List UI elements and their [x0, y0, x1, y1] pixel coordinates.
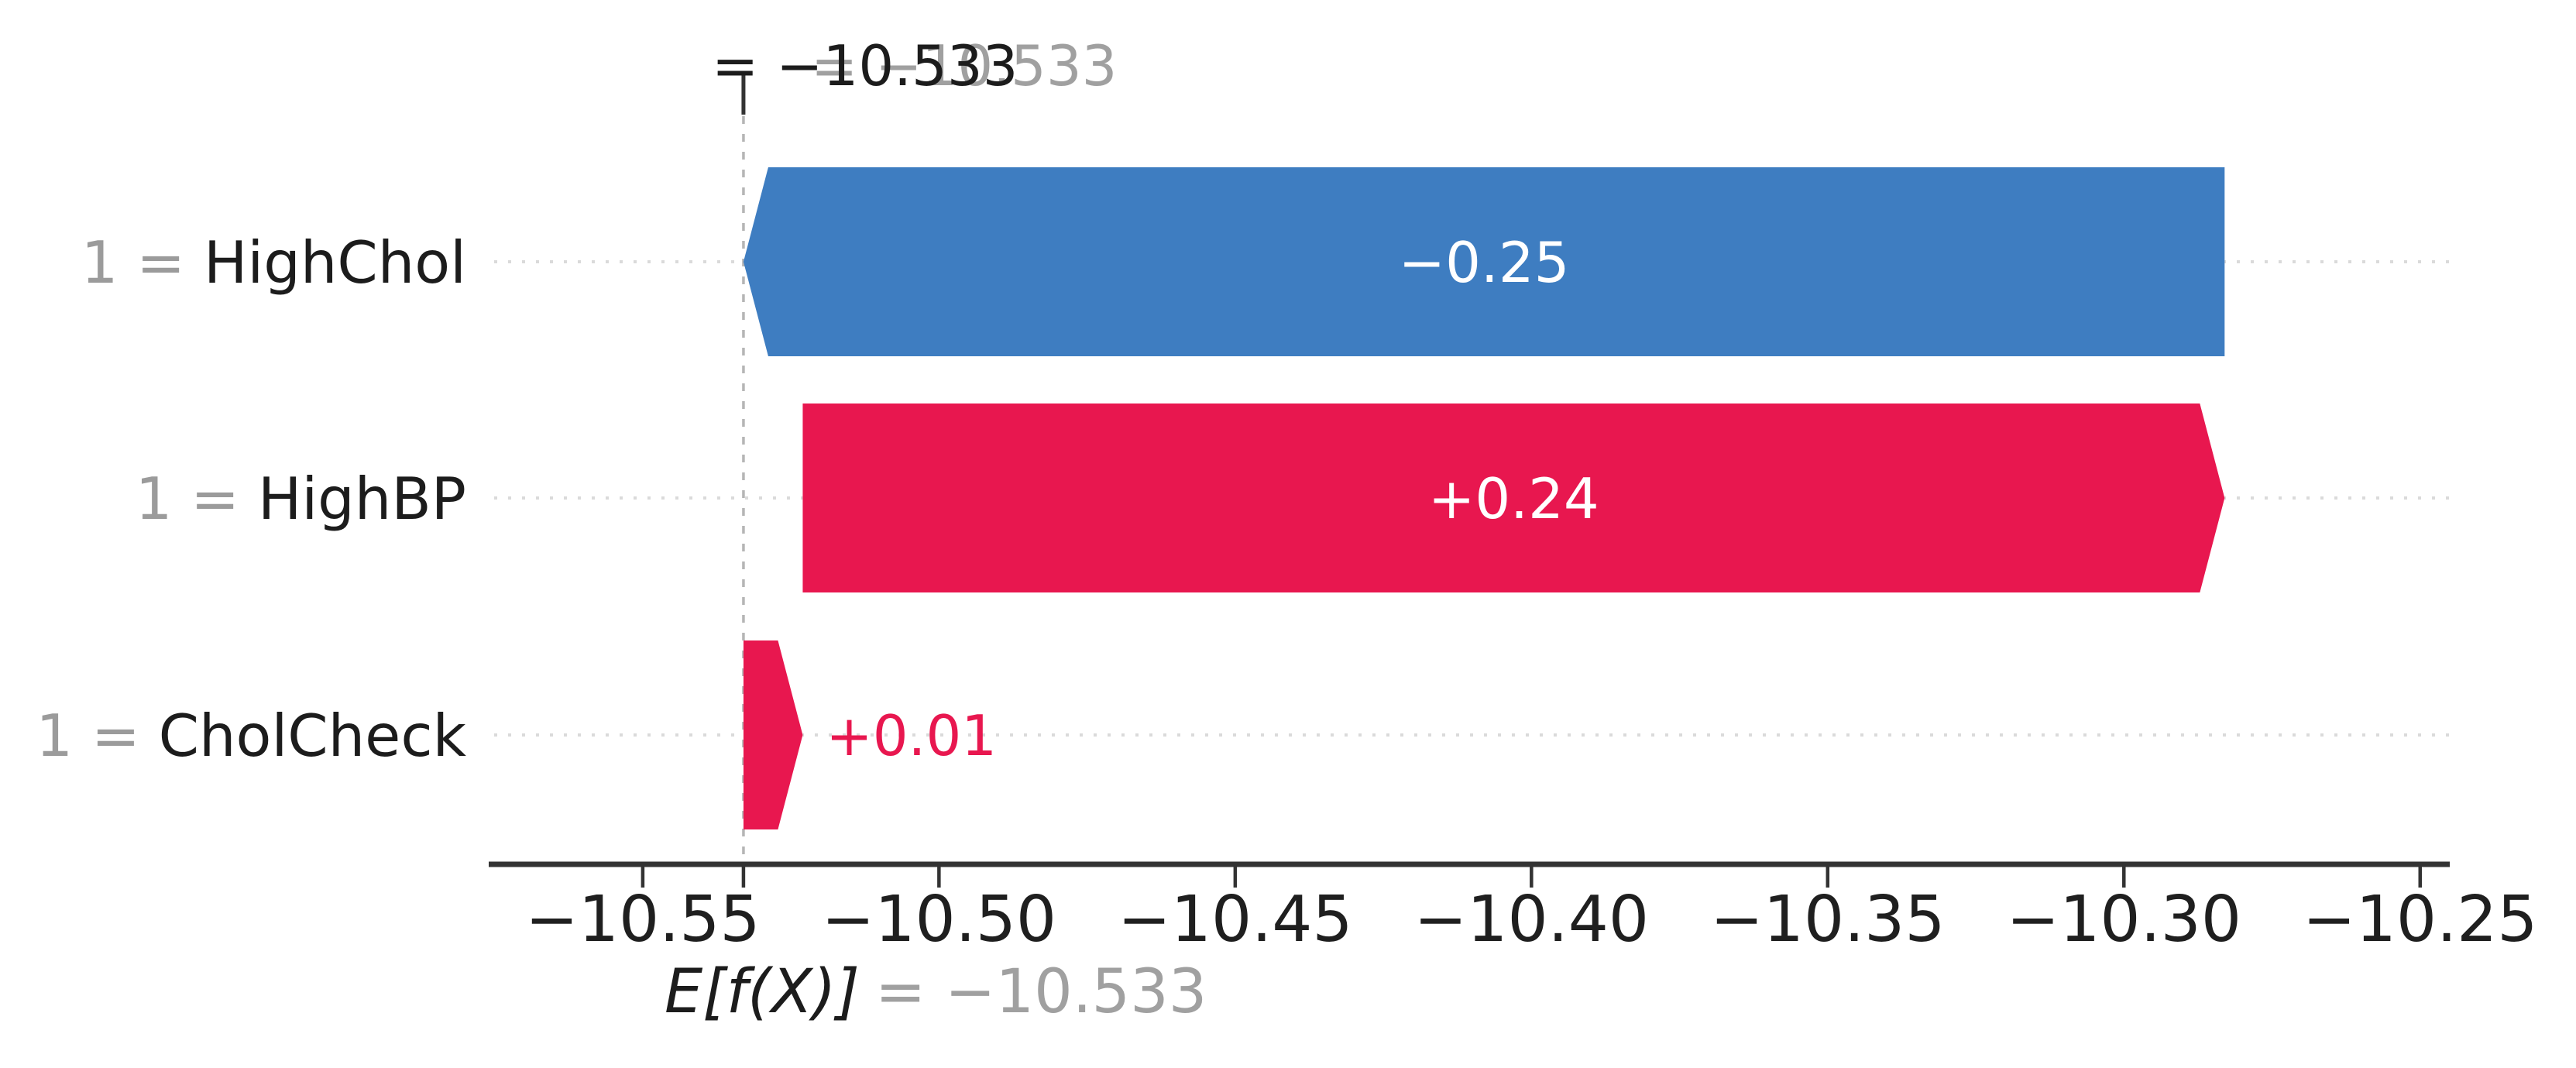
bar-value-label: +0.01: [826, 703, 997, 768]
feature-value-prefix: 1 =: [136, 465, 258, 533]
bottom-annotation: E[f(X)] = −10.533: [665, 957, 1207, 1027]
bars: [743, 167, 2225, 829]
feature-value-prefix: 1 =: [81, 228, 204, 297]
x-axis-tick-label: −10.45: [1118, 883, 1352, 956]
fx-value-dark: = −10.533: [712, 33, 1018, 98]
bar-cholcheck: [743, 640, 803, 829]
bar-value-label: −0.25: [1399, 230, 1570, 295]
feature-name: HighBP: [258, 465, 466, 533]
feature-value-prefix: 1 =: [36, 702, 158, 770]
x-axis-tick-label: −10.40: [1414, 883, 1649, 956]
bar-value-labels: −0.25 +0.24 +0.01: [826, 230, 1599, 768]
expected-value-label: E[f(X)]: [665, 957, 860, 1027]
feature-label-highchol: 1 = HighChol: [81, 228, 466, 297]
top-annotation: = −10.533 = −10.533: [712, 33, 1117, 98]
x-axis-tick-label: −10.55: [525, 883, 760, 956]
bar-highchol: [743, 167, 2225, 356]
fx-value-gray: = −10.533: [811, 33, 1117, 98]
x-axis-tick-label: −10.25: [2303, 883, 2537, 956]
expected-value-text: = −10.533: [875, 957, 1207, 1027]
x-axis: −10.55 −10.50 −10.45 −10.40 −10.35 −10.30 −10.…: [489, 861, 2537, 956]
feature-label-highbp: 1 = HighBP: [136, 465, 466, 533]
feature-label-cholcheck: 1 = CholCheck: [36, 702, 466, 770]
feature-name: HighChol: [204, 228, 466, 297]
bar-highbp: [802, 404, 2225, 592]
x-axis-tick-label: −10.30: [2007, 883, 2241, 956]
x-axis-tick-label: −10.50: [822, 883, 1056, 956]
bar-value-label: +0.24: [1428, 466, 1599, 531]
x-axis-tick-label: −10.35: [1710, 883, 1945, 956]
feature-name: CholCheck: [159, 702, 467, 770]
